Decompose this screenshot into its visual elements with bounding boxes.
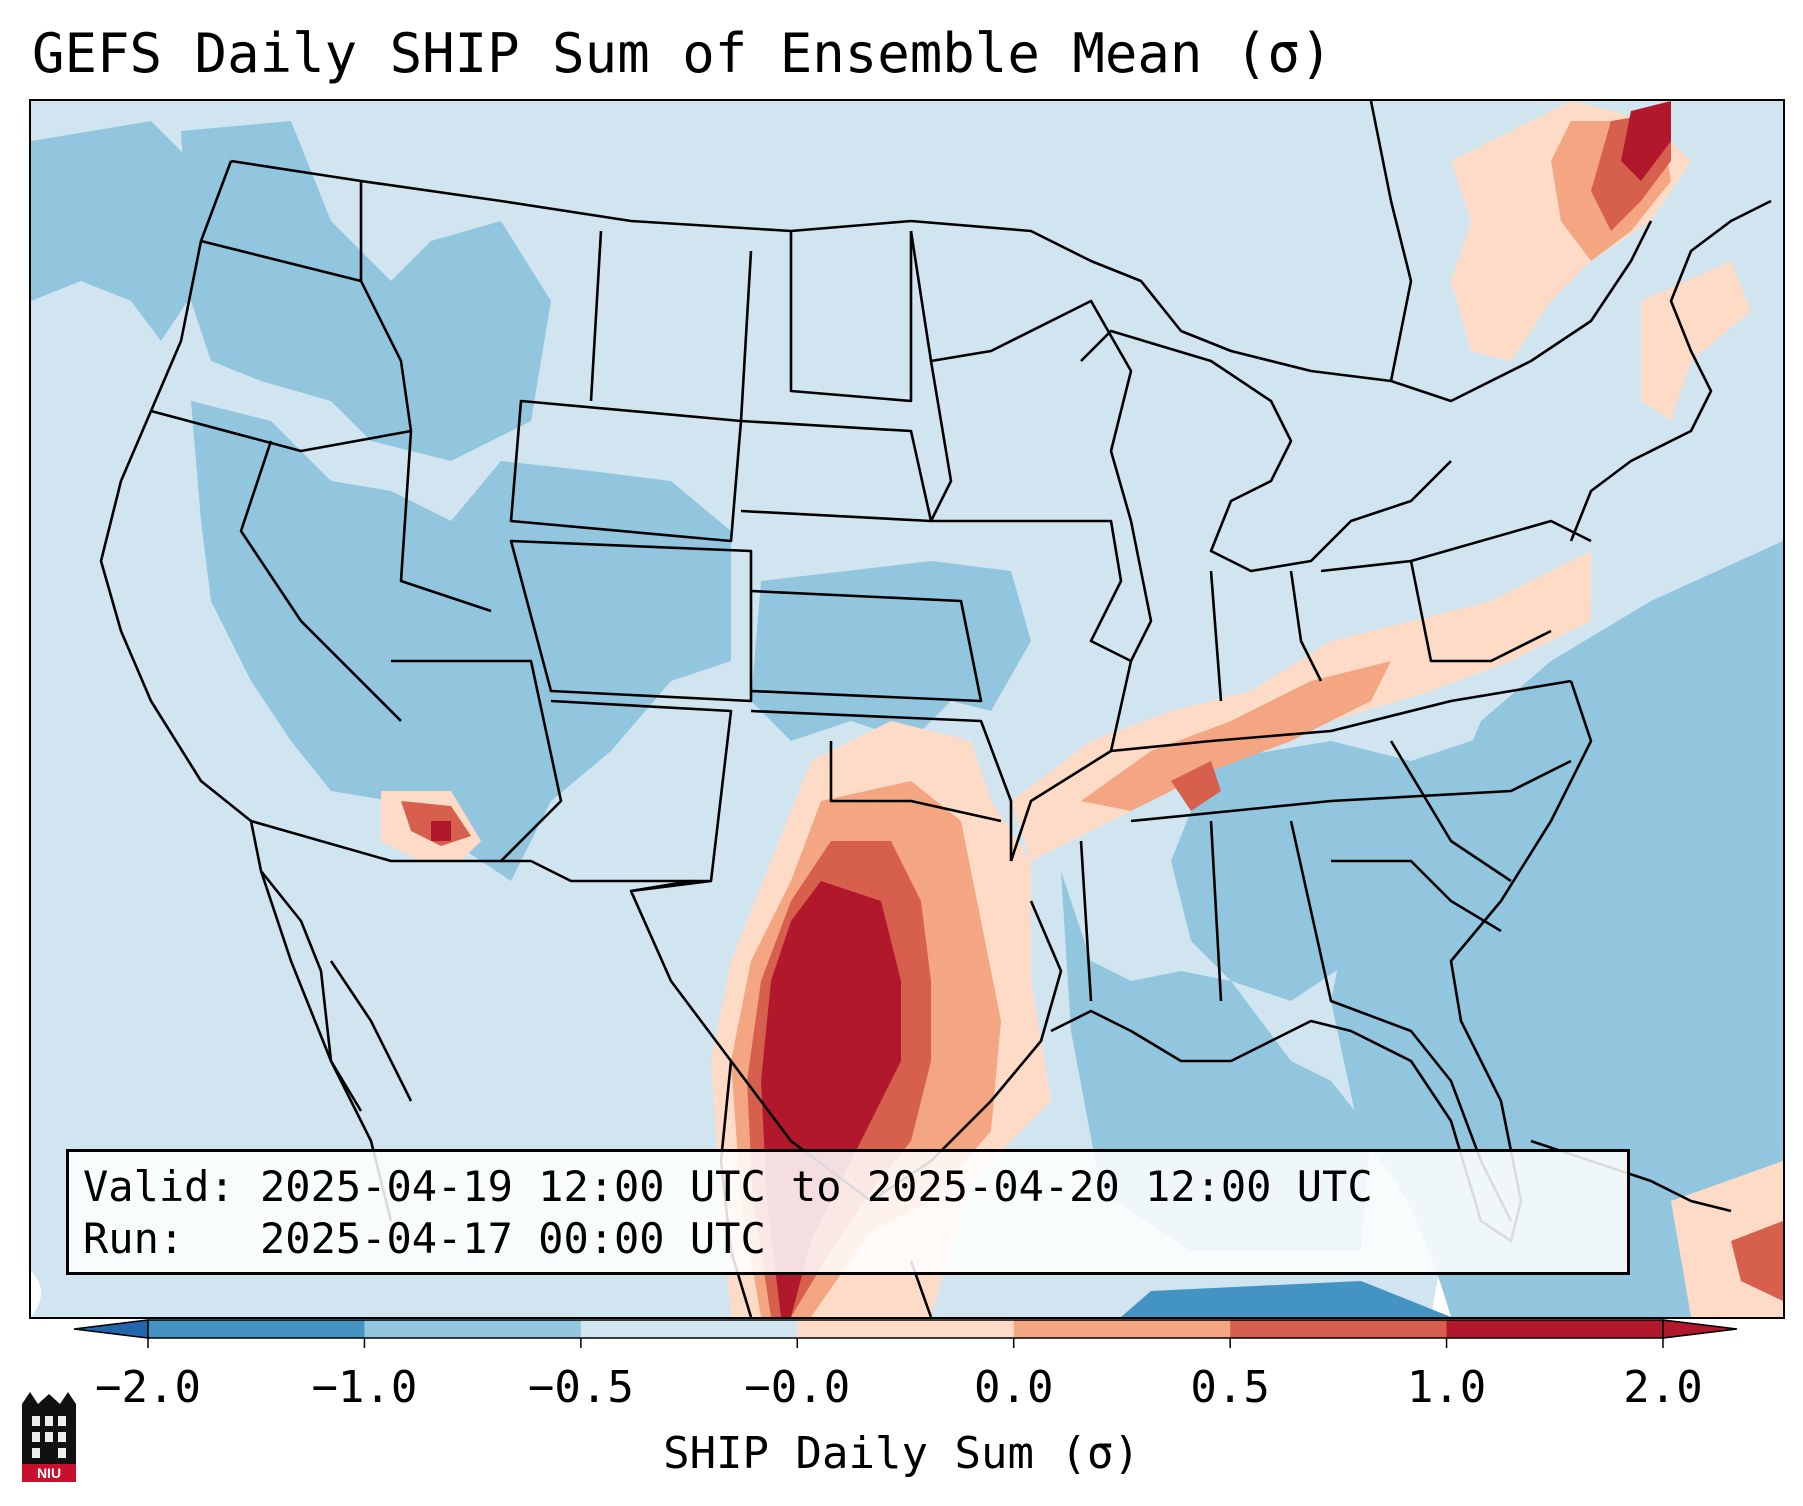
colorbar-under-arrow bbox=[73, 1319, 149, 1339]
intermountain-patch bbox=[191, 401, 731, 881]
colorbar-segment bbox=[364, 1320, 582, 1338]
ohio-pa-ny bbox=[1320, 519, 1592, 663]
mexico-border bbox=[250, 819, 692, 893]
run-time: 2025-04-17 00:00 UTC bbox=[260, 1214, 766, 1263]
midwest bbox=[909, 230, 1133, 862]
northwest-patch bbox=[31, 121, 201, 341]
map-canvas bbox=[31, 101, 1783, 1317]
colorbar-tick-label: 2.0 bbox=[1623, 1362, 1703, 1413]
colorbar-segment bbox=[148, 1320, 365, 1338]
us-canada-border bbox=[230, 159, 1653, 403]
us-west-coast bbox=[99, 160, 363, 1112]
atlantic-shading bbox=[1331, 541, 1783, 1317]
logo-text: NIU bbox=[37, 1465, 61, 1481]
or-ca-nv bbox=[150, 409, 412, 453]
valid-range: 2025-04-19 12:00 UTC to 2025-04-20 12:00… bbox=[260, 1162, 1373, 1211]
great-lakes bbox=[1080, 329, 1452, 573]
montana-idaho bbox=[359, 181, 413, 432]
oklahoma-texas bbox=[750, 709, 1013, 861]
kansas bbox=[750, 589, 983, 703]
montana-dakotas bbox=[589, 230, 913, 422]
colorbar-tick-label: 1.0 bbox=[1406, 1362, 1487, 1413]
map-panel bbox=[29, 99, 1785, 1319]
caribbean-dark bbox=[1121, 1281, 1451, 1317]
colorbar-segment bbox=[1230, 1320, 1448, 1338]
ohio-valley-mid bbox=[1081, 661, 1391, 811]
colorbar-tick-label: −1.0 bbox=[311, 1362, 418, 1413]
new-england-light bbox=[1641, 261, 1751, 421]
colorbar-label: SHIP Daily Sum (σ) bbox=[663, 1428, 1140, 1479]
political-boundaries bbox=[99, 101, 1772, 1317]
colorado bbox=[509, 539, 753, 703]
valid-run-box: Valid: 2025-04-19 12:00 UTC to 2025-04-2… bbox=[66, 1149, 1630, 1275]
new-england bbox=[1569, 199, 1772, 542]
colorbar-tick-label: −2.0 bbox=[95, 1362, 201, 1413]
colorbar-tick-label: −0.0 bbox=[744, 1362, 851, 1413]
map-title: GEFS Daily SHIP Sum of Ensemble Mean (σ) bbox=[32, 22, 1333, 85]
valid-line: Valid: 2025-04-19 12:00 UTC to 2025-04-2… bbox=[83, 1162, 1373, 1211]
colorbar-frame bbox=[147, 1319, 1664, 1339]
wyoming bbox=[509, 399, 743, 543]
niu-logo: NIU bbox=[22, 1392, 76, 1482]
kentucky-tennessee bbox=[1110, 679, 1572, 823]
southeast-patch bbox=[1171, 701, 1591, 1001]
colorbar bbox=[73, 1319, 1738, 1348]
valid-label: Valid: bbox=[83, 1162, 235, 1211]
colorbar-segment bbox=[1013, 1320, 1231, 1338]
colorbar-tick-label: −0.5 bbox=[527, 1362, 634, 1413]
quebec-border bbox=[1369, 101, 1413, 382]
run-label: Run: bbox=[83, 1214, 185, 1263]
colorbar-over-arrow bbox=[1662, 1319, 1738, 1339]
illinois-indiana bbox=[1129, 520, 1323, 702]
northeast-max bbox=[1621, 101, 1671, 181]
colorbar-segment bbox=[580, 1320, 798, 1338]
wa-or bbox=[200, 239, 362, 283]
nevada-ca bbox=[239, 440, 402, 722]
colorbar-segment bbox=[1446, 1320, 1664, 1338]
colorbar-tick-label: 0.0 bbox=[973, 1362, 1054, 1413]
dakotas-nebraska bbox=[740, 419, 933, 523]
run-line: Run: 2025-04-17 00:00 UTC bbox=[83, 1214, 766, 1263]
carolinas-georgia bbox=[1331, 740, 1512, 933]
colorbar-tick-label: 0.5 bbox=[1190, 1362, 1270, 1413]
ohio-valley-strong bbox=[1171, 761, 1221, 811]
minnesota-wisconsin bbox=[930, 299, 1133, 522]
idaho-utah bbox=[399, 430, 492, 613]
utah-az bbox=[391, 659, 563, 862]
arizona-max bbox=[431, 821, 451, 841]
colorbar-segment bbox=[797, 1320, 1015, 1338]
caribbean-strong bbox=[1731, 1221, 1783, 1301]
